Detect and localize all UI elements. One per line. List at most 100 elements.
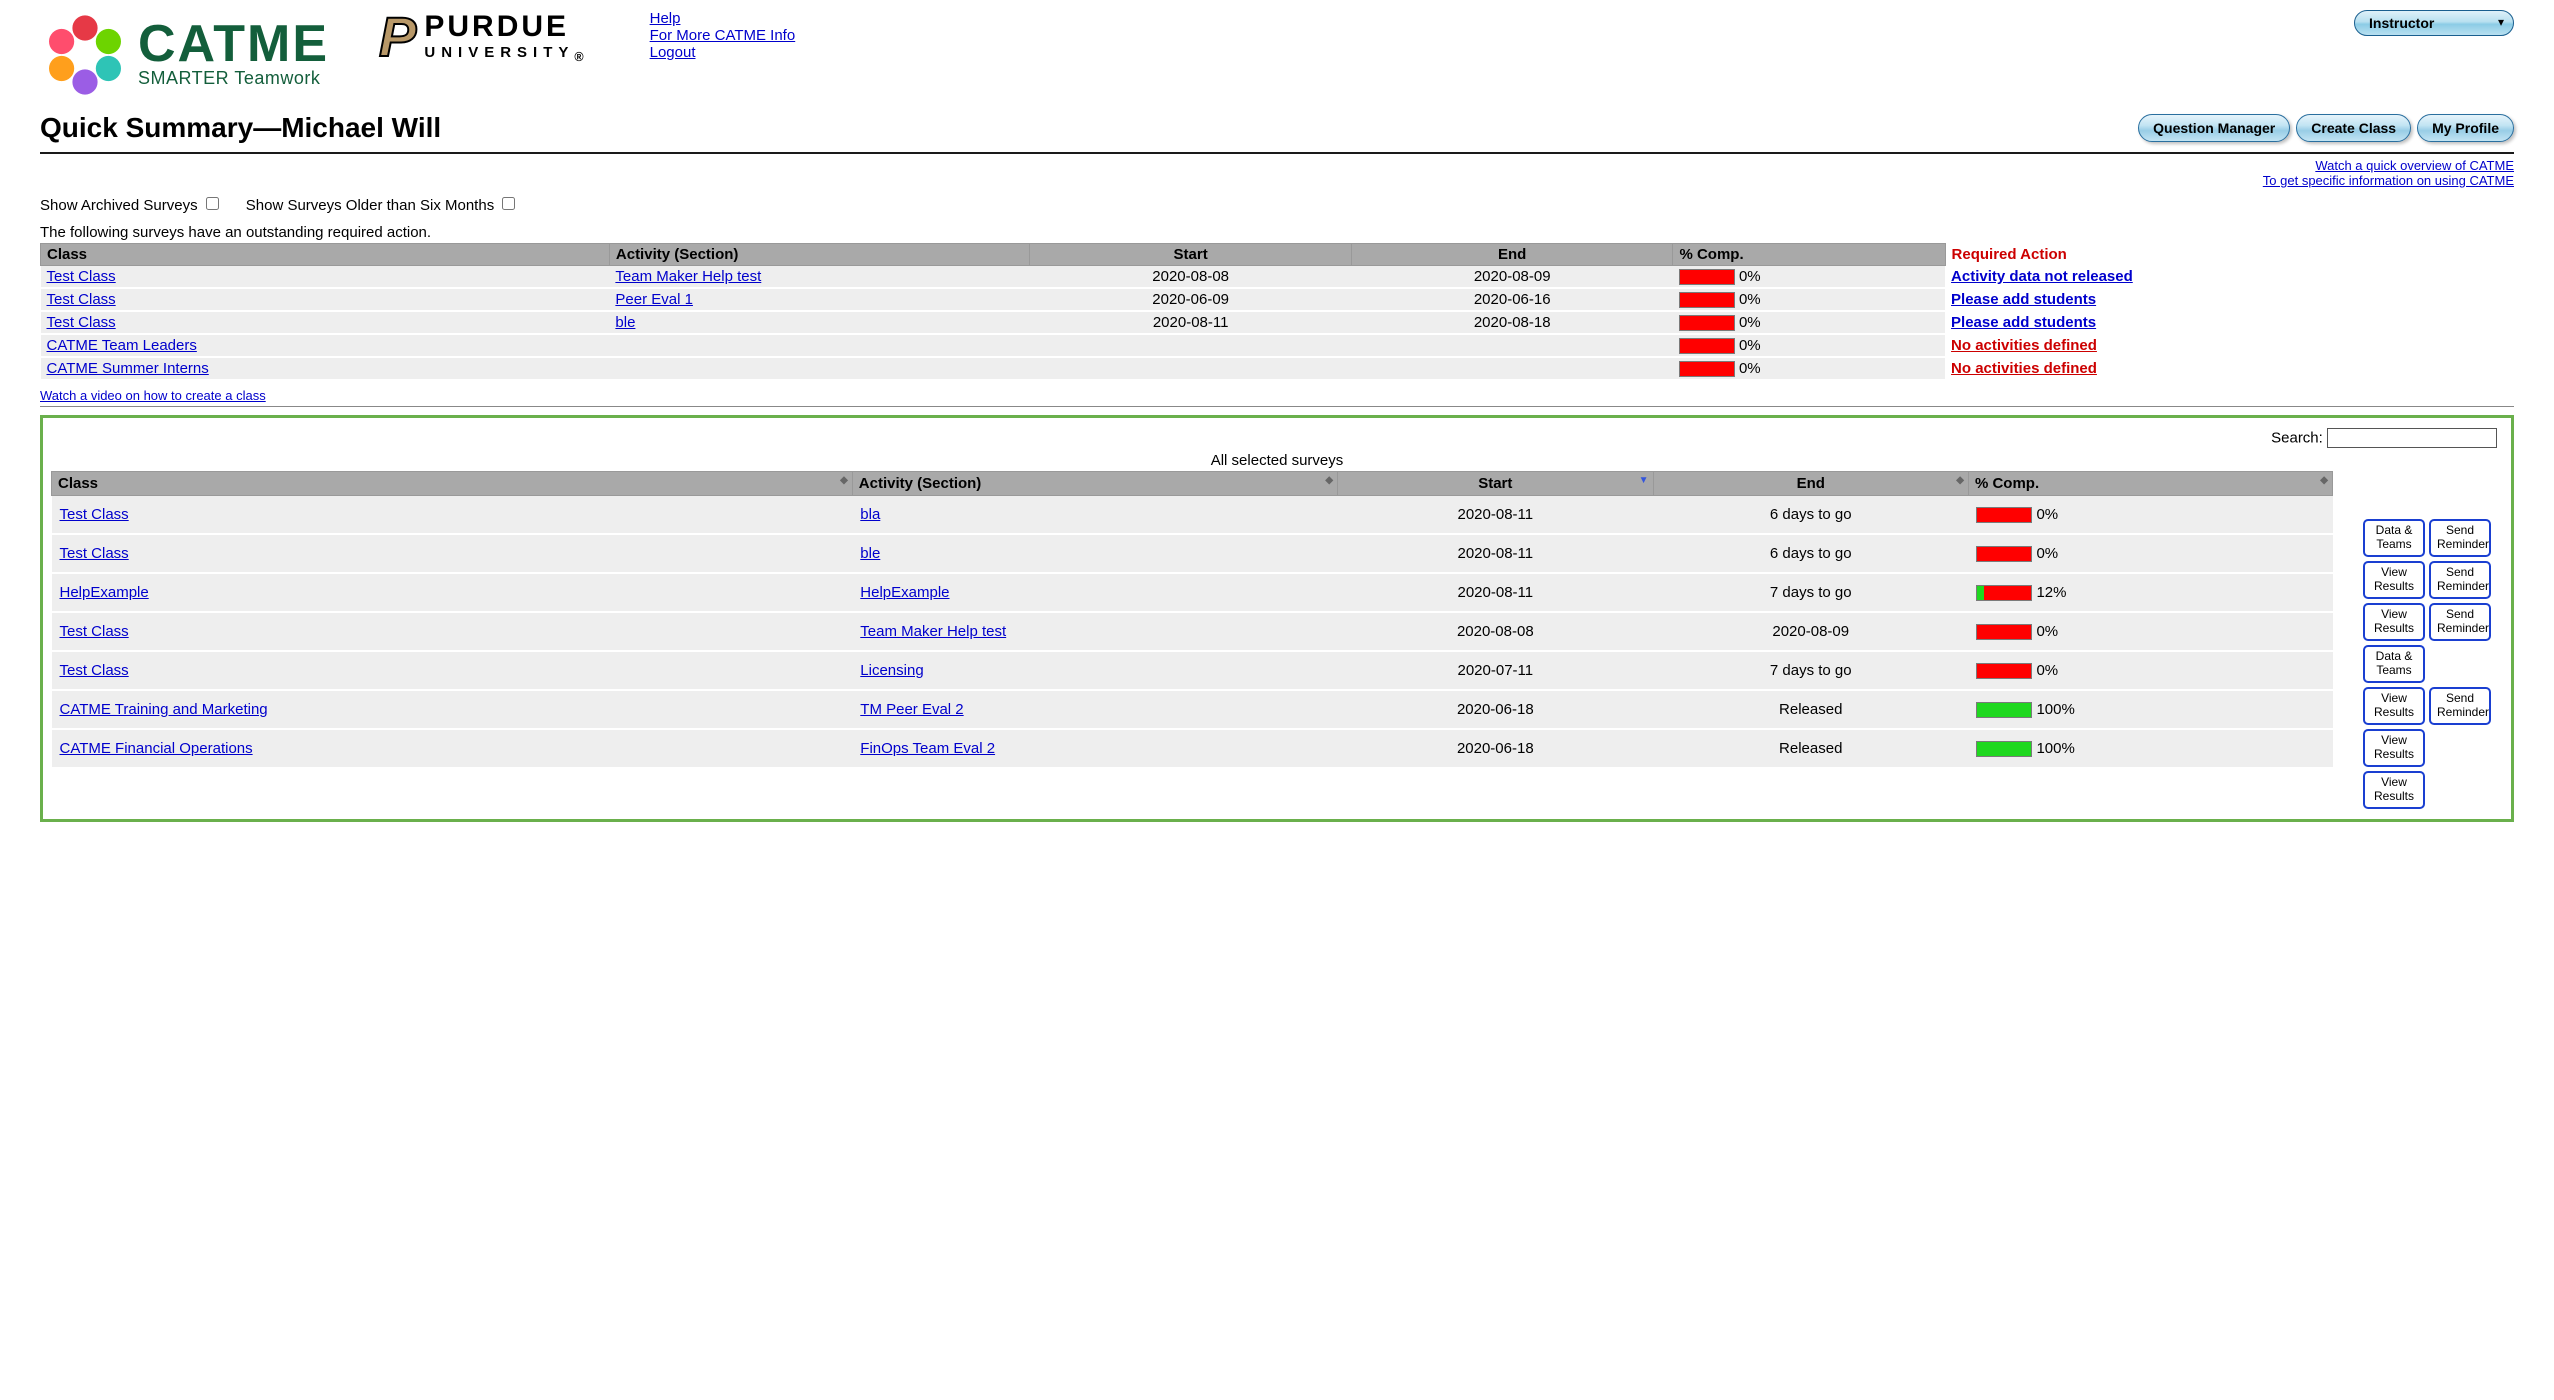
send-reminder-button[interactable]: Send Reminder	[2429, 561, 2491, 599]
view-results-button[interactable]: View Results	[2363, 561, 2425, 599]
view-results-button[interactable]: View Results	[2363, 729, 2425, 767]
help-link[interactable]: Help	[650, 10, 796, 27]
pct-label: 0%	[1739, 291, 1761, 308]
activity-link[interactable]: Licensing	[860, 662, 923, 679]
create-class-button[interactable]: Create Class	[2296, 114, 2411, 142]
pct-label: 0%	[1739, 314, 1761, 331]
create-class-video-link[interactable]: Watch a video on how to create a class	[40, 388, 266, 403]
end-cell: 6 days to go	[1653, 496, 1968, 535]
header-links: Help For More CATME Info Logout	[650, 10, 796, 61]
class-link[interactable]: HelpExample	[60, 584, 149, 601]
class-link[interactable]: Test Class	[47, 291, 116, 308]
data-teams-button[interactable]: Data & Teams	[2363, 645, 2425, 683]
class-link[interactable]: CATME Training and Marketing	[60, 701, 268, 718]
activity-link[interactable]: HelpExample	[860, 584, 949, 601]
catme-logo: CATME SMARTER Teamwork	[40, 10, 329, 100]
search-input[interactable]	[2327, 428, 2497, 448]
view-results-button[interactable]: View Results	[2363, 603, 2425, 641]
all-col-activity[interactable]: Activity (Section)◆	[852, 472, 1337, 496]
required-action-link[interactable]: No activities defined	[1951, 337, 2097, 354]
all-col-class[interactable]: Class◆	[52, 472, 853, 496]
class-link[interactable]: Test Class	[60, 506, 129, 523]
class-link[interactable]: Test Class	[60, 662, 129, 679]
activity-link[interactable]: ble	[860, 545, 880, 562]
table-row: Test Classble2020-08-112020-08-180%Pleas…	[41, 311, 2515, 334]
activity-link[interactable]: FinOps Team Eval 2	[860, 740, 995, 757]
activity-link[interactable]: bla	[860, 506, 880, 523]
pct-label: 0%	[1739, 337, 1761, 354]
progress-cell: 0%	[1679, 360, 1939, 377]
table-row: CATME Training and Marketing TM Peer Eval…	[52, 690, 2333, 729]
page-header: CATME SMARTER Teamwork P PURDUE UNIVERSI…	[40, 10, 2514, 100]
class-link[interactable]: Test Class	[47, 268, 116, 285]
purdue-logo: P PURDUE UNIVERSITY®	[379, 10, 590, 64]
end-cell: 2020-06-16	[1351, 288, 1673, 311]
show-older-label: Show Surveys Older than Six Months	[246, 194, 519, 214]
pct-label: 100%	[2036, 740, 2074, 757]
filter-row: Show Archived Surveys Show Surveys Older…	[40, 194, 2514, 214]
end-cell: 7 days to go	[1653, 651, 1968, 690]
start-cell: 2020-08-11	[1338, 496, 1653, 535]
pct-label: 12%	[2036, 584, 2066, 601]
required-action-link[interactable]: Please add students	[1951, 314, 2096, 331]
required-action-link[interactable]: Please add students	[1951, 291, 2096, 308]
class-link[interactable]: CATME Summer Interns	[47, 360, 209, 377]
activity-link[interactable]: TM Peer Eval 2	[860, 701, 963, 718]
catme-name: CATME	[138, 21, 329, 68]
send-reminder-button[interactable]: Send Reminder	[2429, 519, 2491, 557]
purdue-university: UNIVERSITY®	[424, 44, 589, 64]
all-col-comp[interactable]: % Comp.◆	[1968, 472, 2332, 496]
all-surveys-table: Class◆ Activity (Section)◆ Start▼ End◆ %…	[51, 471, 2333, 769]
logout-link[interactable]: Logout	[650, 44, 796, 61]
start-cell: 2020-08-11	[1030, 311, 1352, 334]
col-end: End	[1351, 244, 1673, 266]
activity-link[interactable]: Team Maker Help test	[860, 623, 1006, 640]
role-select[interactable]: Instructor	[2354, 10, 2514, 36]
table-row: Test Classbla2020-08-116 days to go0%	[52, 496, 2333, 535]
view-results-button[interactable]: View Results	[2363, 771, 2425, 809]
end-cell	[1351, 357, 1673, 380]
activity-link[interactable]: ble	[615, 314, 635, 331]
all-col-start[interactable]: Start▼	[1338, 472, 1653, 496]
end-cell	[1351, 334, 1673, 357]
required-action-link[interactable]: No activities defined	[1951, 360, 2097, 377]
start-cell: 2020-08-11	[1338, 534, 1653, 573]
pct-label: 0%	[2036, 623, 2058, 640]
send-reminder-button[interactable]: Send Reminder	[2429, 603, 2491, 641]
progress-cell: 0%	[1679, 268, 1939, 285]
specific-info-link[interactable]: To get specific information on using CAT…	[2263, 173, 2514, 188]
row-actions: View Results	[2333, 769, 2503, 811]
send-reminder-button[interactable]: Send Reminder	[2429, 687, 2491, 725]
show-archived-checkbox[interactable]	[206, 197, 219, 210]
my-profile-button[interactable]: My Profile	[2417, 114, 2514, 142]
end-cell: 6 days to go	[1653, 534, 1968, 573]
class-link[interactable]: Test Class	[60, 623, 129, 640]
question-manager-button[interactable]: Question Manager	[2138, 114, 2290, 142]
table-row: CATME Financial Operations FinOps Team Ev…	[52, 729, 2333, 768]
start-cell: 2020-08-11	[1338, 573, 1653, 612]
class-link[interactable]: CATME Team Leaders	[47, 337, 197, 354]
show-archived-label: Show Archived Surveys	[40, 194, 222, 214]
more-info-link[interactable]: For More CATME Info	[650, 27, 796, 44]
activity-link[interactable]: Team Maker Help test	[615, 268, 761, 285]
class-link[interactable]: Test Class	[60, 545, 129, 562]
purdue-p-icon: P	[379, 15, 416, 60]
view-results-button[interactable]: View Results	[2363, 687, 2425, 725]
start-cell	[1030, 334, 1352, 357]
required-action-link[interactable]: Activity data not released	[1951, 268, 2133, 285]
class-link[interactable]: Test Class	[47, 314, 116, 331]
col-required-action: Required Action	[1945, 244, 2514, 266]
progress-cell: 0%	[1679, 314, 1939, 331]
end-cell: 7 days to go	[1653, 573, 1968, 612]
title-bar: Quick Summary—Michael Will Question Mana…	[40, 106, 2514, 154]
overview-video-link[interactable]: Watch a quick overview of CATME	[2315, 158, 2514, 173]
all-col-end[interactable]: End◆	[1653, 472, 1968, 496]
col-activity: Activity (Section)	[609, 244, 1029, 266]
class-link[interactable]: CATME Financial Operations	[60, 740, 253, 757]
data-teams-button[interactable]: Data & Teams	[2363, 519, 2425, 557]
activity-link[interactable]: Peer Eval 1	[615, 291, 693, 308]
catme-tagline: SMARTER Teamwork	[138, 68, 329, 89]
start-cell: 2020-07-11	[1338, 651, 1653, 690]
start-cell	[1030, 357, 1352, 380]
show-older-checkbox[interactable]	[502, 197, 515, 210]
